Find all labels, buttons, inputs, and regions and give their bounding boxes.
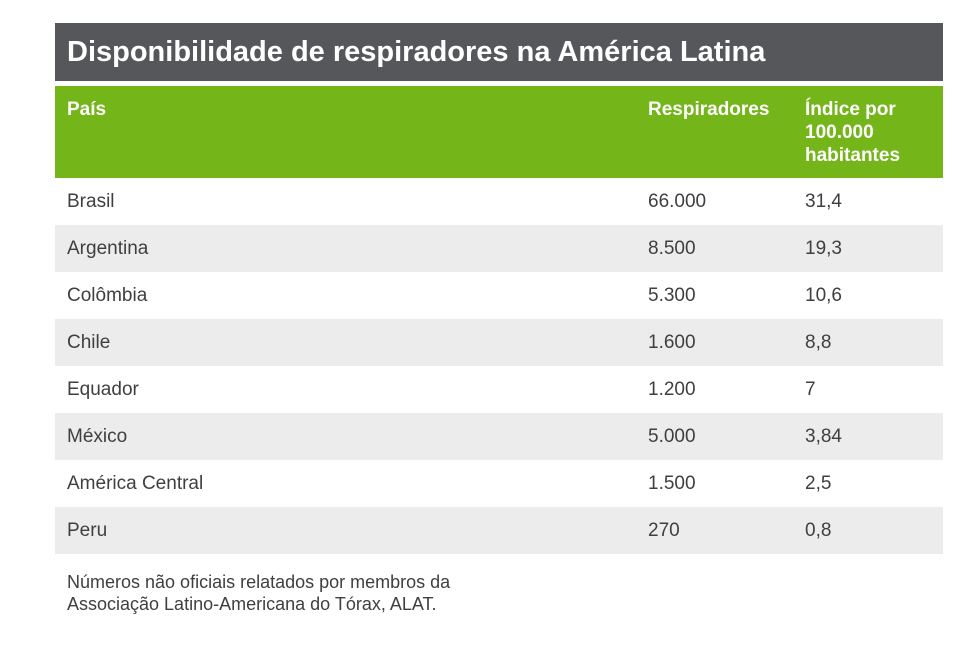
cell-index: 0,8 [805,520,832,541]
table-footnote: Números não oficiais relatados por membr… [67,571,943,615]
cell-respirators: 1.500 [648,473,696,494]
table-title: Disponibilidade de respiradores na Améri… [55,23,943,81]
footnote-line-2: Associação Latino-Americana do Tórax, AL… [67,594,437,614]
cell-respirators: 270 [648,520,680,541]
cell-country: Equador [67,379,139,400]
table-body: Brasil 66.000 31,4 Argentina 8.500 19,3 … [55,178,943,554]
cell-respirators: 5.000 [648,426,696,447]
cell-respirators: 8.500 [648,238,696,259]
cell-respirators: 1.200 [648,379,696,400]
table-row: Chile 1.600 8,8 [55,319,943,366]
cell-respirators: 66.000 [648,191,707,212]
cell-index: 2,5 [805,473,832,494]
cell-index: 7 [805,379,816,400]
cell-country: Chile [67,332,111,353]
cell-index: 19,3 [805,238,842,259]
cell-country: Colômbia [67,285,148,306]
cell-index: 10,6 [805,285,842,306]
cell-country: Brasil [67,191,115,212]
footnote-line-1: Números não oficiais relatados por membr… [67,572,451,592]
cell-respirators: 1.600 [648,332,696,353]
table-row: Colômbia 5.300 10,6 [55,272,943,319]
table-row: Brasil 66.000 31,4 [55,178,943,225]
cell-country: Peru [67,520,108,541]
column-header-index: Índice por 100.000 habitantes [805,99,901,166]
respirators-table-card: Disponibilidade de respiradores na Améri… [55,23,943,615]
cell-country: México [67,426,128,447]
title-divider [55,81,943,86]
table-row: Peru 270 0,8 [55,507,943,554]
column-header-respirators: Respiradores [648,99,770,120]
cell-index: 8,8 [805,332,832,353]
cell-country: Argentina [67,238,149,259]
table-row: Equador 1.200 7 [55,366,943,413]
table-row: América Central 1.500 2,5 [55,460,943,507]
cell-country: América Central [67,473,204,494]
cell-index: 31,4 [805,191,842,212]
cell-respirators: 5.300 [648,285,696,306]
cell-index: 3,84 [805,426,842,447]
table-header-row: País Respiradores Índice por 100.000 hab… [55,86,943,178]
table-row: Argentina 8.500 19,3 [55,225,943,272]
table-row: México 5.000 3,84 [55,413,943,460]
column-header-country: País [67,99,107,120]
